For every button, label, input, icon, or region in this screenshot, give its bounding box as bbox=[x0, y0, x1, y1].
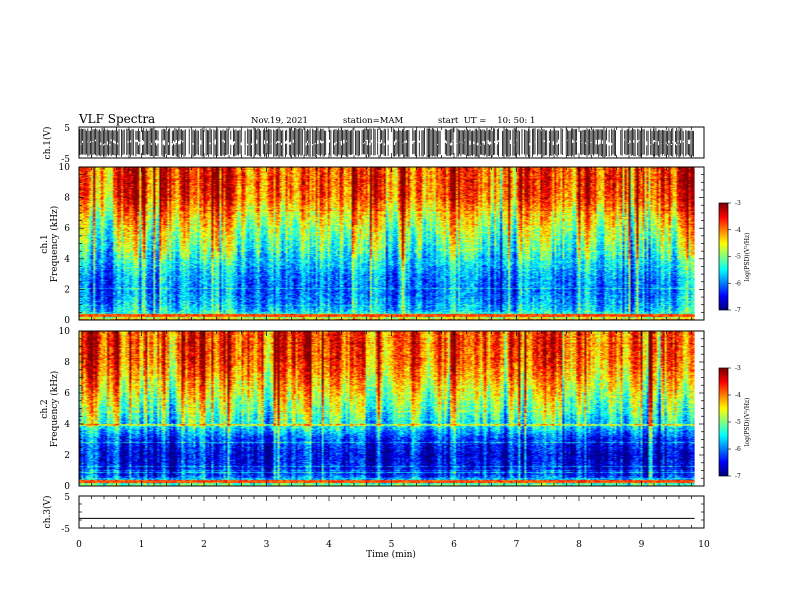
freq-tick-label: 4 bbox=[64, 420, 70, 430]
ch2-colorbar-ticks: -3 -4 -5 -6 -7 bbox=[728, 365, 741, 480]
colorbar-tick-label: -3 bbox=[735, 200, 741, 207]
ch2-colorbar-label: log(PSD)(V²/Hz) bbox=[744, 398, 751, 447]
freq-tick-label: 4 bbox=[64, 255, 70, 265]
freq-tick-label: 8 bbox=[64, 358, 70, 368]
time-tick-label: 7 bbox=[514, 540, 520, 550]
time-axis-label: Time (min) bbox=[366, 549, 416, 560]
ch3-waveform-ylabel: ch.3(V) bbox=[42, 496, 53, 529]
time-tick-label: 5 bbox=[389, 540, 395, 550]
freq-tick-label: 2 bbox=[64, 451, 70, 461]
ch2-frequency-ylabel: Frequency (kHz) bbox=[49, 371, 60, 448]
ch1-spectrogram-yticks: 10 8 6 4 2 0 bbox=[59, 163, 704, 326]
colorbar-tick-label: -5 bbox=[735, 254, 741, 261]
ch1-waveform-trace bbox=[79, 128, 694, 157]
ch3-ytick-bottom: -5 bbox=[61, 525, 70, 535]
ch2-colorbar: -3 -4 -5 -6 -7 log(PSD)(V²/Hz) bbox=[718, 365, 751, 480]
time-tick-label: 8 bbox=[576, 540, 582, 550]
time-tick-label: 10 bbox=[698, 540, 710, 550]
time-tick-label: 3 bbox=[264, 540, 270, 550]
ch1-waveform-path bbox=[79, 128, 694, 157]
ch1-spectrogram-image bbox=[79, 167, 695, 320]
ch1-ytick-bottom: -5 bbox=[61, 155, 70, 165]
freq-tick-label: 10 bbox=[59, 327, 71, 337]
ch1-waveform-ylabel: ch.1(V) bbox=[42, 127, 53, 160]
ch2-channel-label: ch.2 bbox=[40, 399, 50, 418]
freq-tick-label: 10 bbox=[59, 163, 71, 173]
time-tick-label: 0 bbox=[76, 540, 82, 550]
time-tick-label: 2 bbox=[201, 540, 207, 550]
ch2-colorbar-gradient bbox=[719, 368, 728, 476]
time-axis-ticks bbox=[78, 127, 705, 528]
time-axis-tick-labels: 0 1 2 3 4 5 6 7 8 9 10 bbox=[76, 540, 710, 550]
ch2-spectrogram-image bbox=[79, 331, 695, 486]
ch1-frequency-ylabel: Frequency (kHz) bbox=[49, 206, 60, 283]
time-tick-label: 4 bbox=[326, 540, 332, 550]
freq-tick-label: 6 bbox=[64, 224, 70, 234]
ch1-colorbar-gradient bbox=[719, 203, 728, 310]
freq-tick-label: 6 bbox=[64, 389, 70, 399]
ch1-ytick-top: 5 bbox=[64, 124, 70, 134]
time-tick-label: 1 bbox=[139, 540, 145, 550]
ch2-spectrogram-panel: 10 8 6 4 2 0 ch.2 Frequency (kHz) bbox=[40, 327, 705, 492]
colorbar-tick-label: -7 bbox=[735, 307, 741, 314]
colorbar-tick-label: -3 bbox=[735, 365, 741, 372]
colorbar-tick-label: -6 bbox=[735, 446, 741, 453]
ch1-colorbar: -3 -4 -5 -6 -7 log(PSD)(V²/Hz) bbox=[718, 200, 751, 314]
time-tick-label: 9 bbox=[639, 540, 645, 550]
freq-tick-label: 0 bbox=[64, 316, 70, 326]
ch3-ytick-top: 5 bbox=[64, 493, 70, 503]
ch1-spectrogram-panel: 10 8 6 4 2 0 ch.1 Frequency (kHz) bbox=[40, 163, 705, 326]
ch2-spectrogram-yticks: 10 8 6 4 2 0 bbox=[59, 327, 704, 492]
ch1-colorbar-label: log(PSD)(V²/Hz) bbox=[744, 233, 751, 282]
colorbar-tick-label: -4 bbox=[735, 227, 741, 234]
ch1-channel-label: ch.1 bbox=[40, 234, 50, 253]
colorbar-tick-label: -4 bbox=[735, 392, 741, 399]
figure-title: VLF Spectra bbox=[78, 112, 155, 126]
header-date: Nov.19, 2021 bbox=[251, 116, 308, 126]
freq-tick-label: 8 bbox=[64, 194, 70, 204]
freq-tick-label: 0 bbox=[64, 482, 70, 492]
time-tick-label: 6 bbox=[451, 540, 457, 550]
colorbar-tick-label: -5 bbox=[735, 419, 741, 426]
colorbar-tick-label: -7 bbox=[735, 473, 741, 480]
header-station: station=MAM bbox=[343, 116, 404, 126]
header-start-time: start UT = 10: 50: 1 bbox=[438, 116, 535, 126]
freq-tick-label: 2 bbox=[64, 285, 70, 295]
ch1-colorbar-ticks: -3 -4 -5 -6 -7 bbox=[728, 200, 741, 314]
colorbar-tick-label: -6 bbox=[735, 280, 741, 287]
